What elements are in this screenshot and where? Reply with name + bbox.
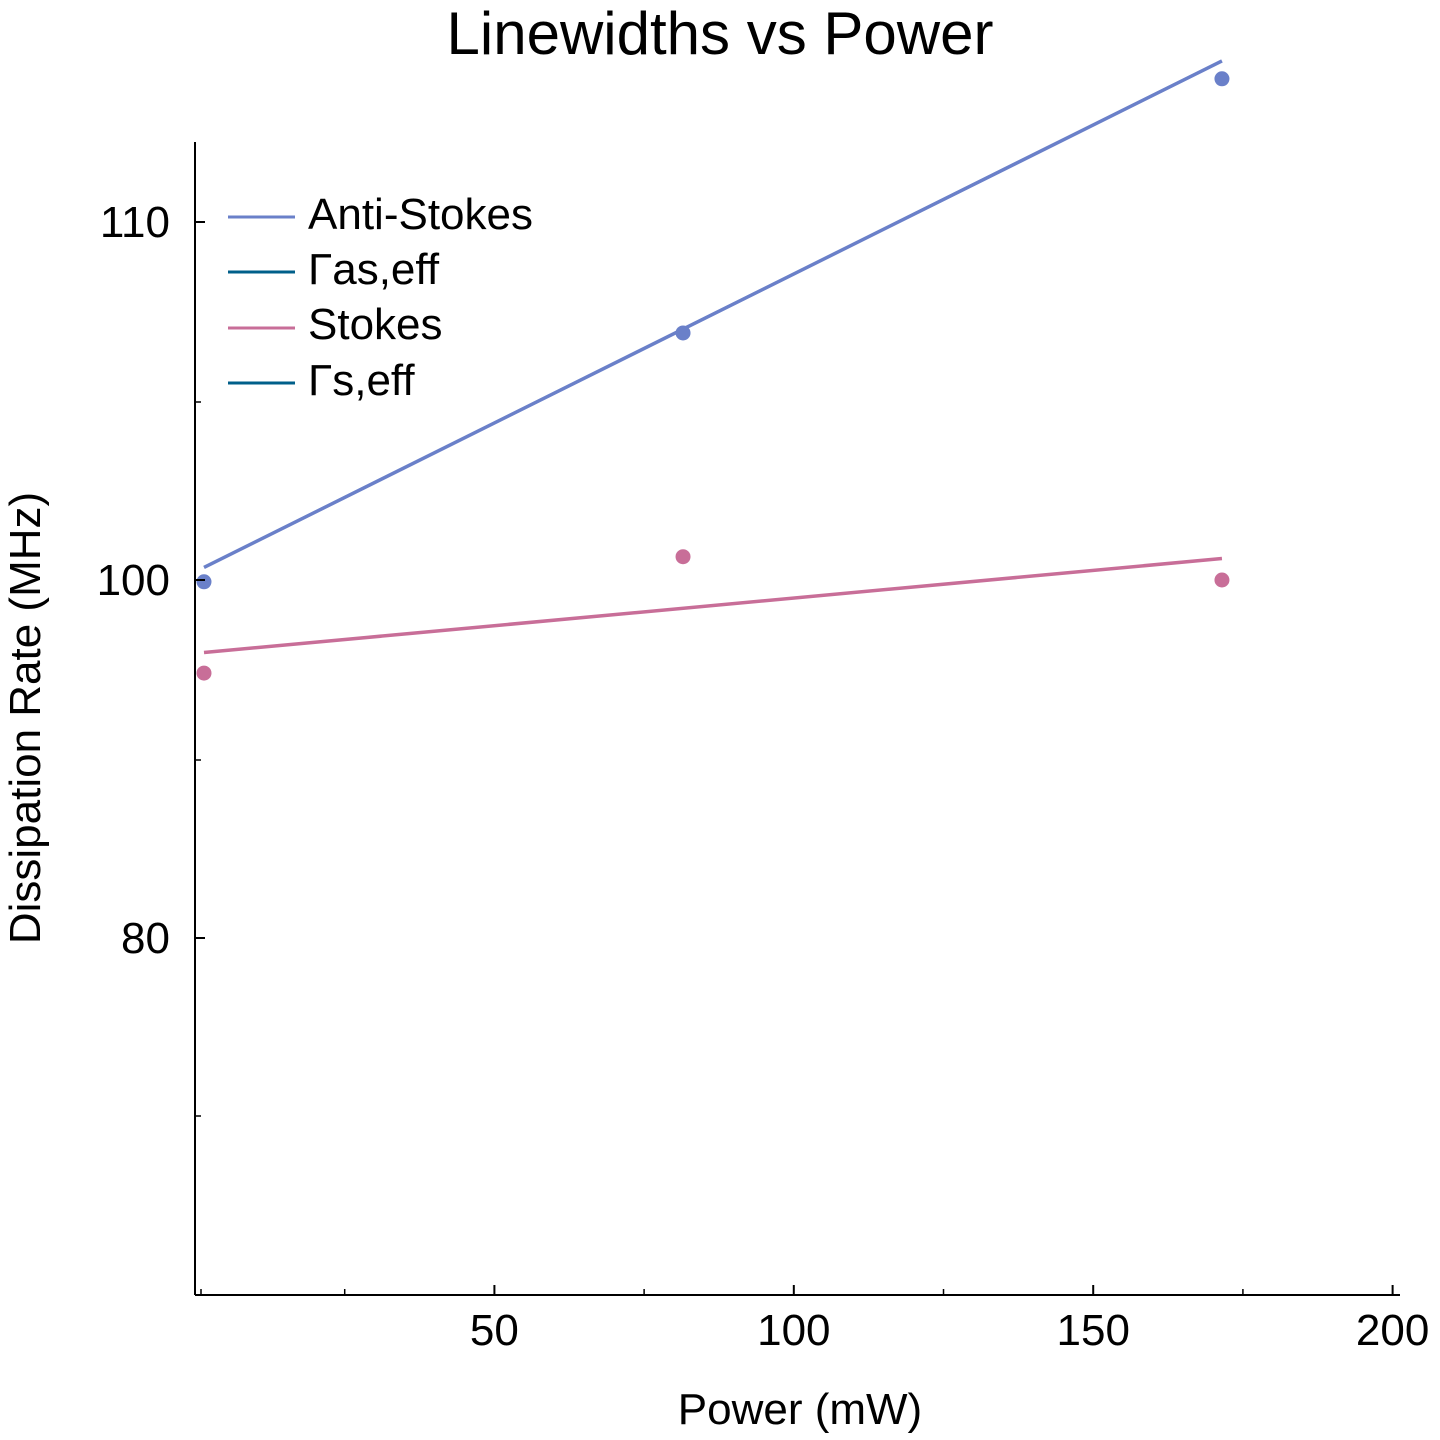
legend: Anti-Stokes Γas,eff Stokes Γs,eff	[228, 190, 533, 405]
y-tick-label: 110	[100, 198, 170, 247]
series-point-0	[1214, 71, 1230, 87]
y-tick-label: 100	[97, 556, 170, 605]
plot-lines	[203, 59, 1223, 655]
legend-label-stokes: Stokes	[308, 300, 443, 349]
legend-label-gamma-s-eff: Γs,eff	[308, 356, 415, 405]
x-ticks: 50 100 150 200	[200, 1285, 1429, 1355]
series-point-0	[675, 325, 691, 341]
series-line-1	[203, 59, 1223, 570]
x-tick-label: 150	[1057, 1306, 1130, 1355]
legend-label-gamma-as-eff: Γas,eff	[308, 245, 440, 294]
series-point-2	[196, 665, 212, 681]
series-point-0	[196, 574, 212, 590]
x-tick-label: 100	[757, 1306, 830, 1355]
y-axis-label: Dissipation Rate (MHz)	[1, 492, 50, 944]
plot-points	[196, 71, 1230, 681]
y-tick-label: 80	[121, 914, 170, 963]
series-point-2	[675, 549, 691, 565]
chart-title: Linewidths vs Power	[447, 0, 994, 67]
series-point-2	[1214, 572, 1230, 588]
x-axis-label: Power (mW)	[678, 1385, 922, 1434]
x-tick-label: 50	[470, 1306, 519, 1355]
y-ticks: 80 100 110	[97, 198, 205, 1117]
series-line-3	[203, 556, 1223, 655]
x-tick-label: 200	[1356, 1306, 1429, 1355]
legend-label-anti-stokes: Anti-Stokes	[308, 190, 533, 239]
